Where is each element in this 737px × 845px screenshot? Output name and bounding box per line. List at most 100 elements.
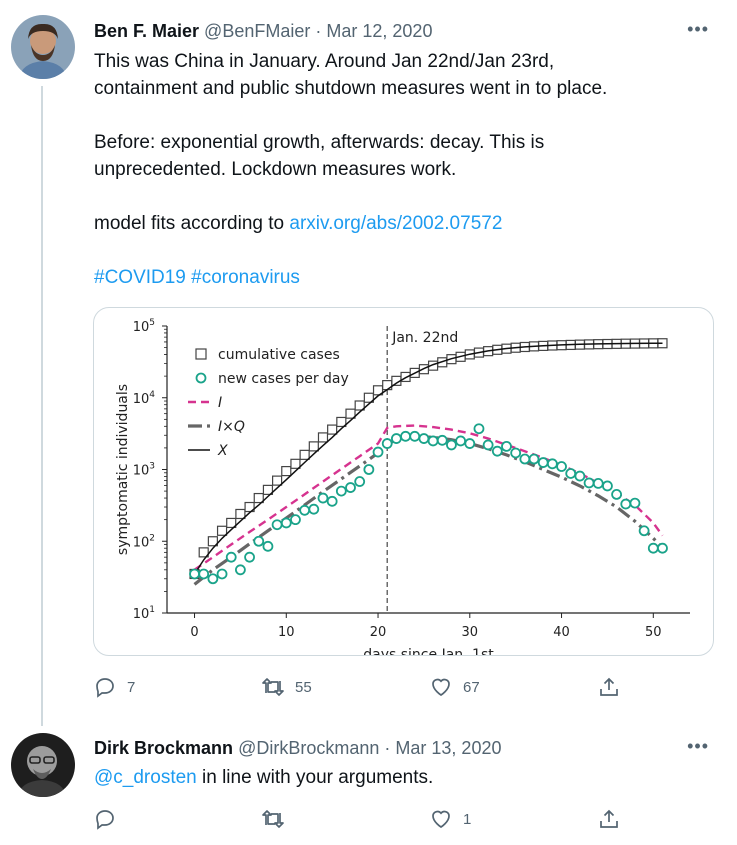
vline-label: Jan. 22nd [391, 330, 458, 346]
new-cases-point [290, 514, 301, 526]
new-cases-point [583, 477, 595, 489]
chart-legend: cumulative cases new cases per day I I×Q X [188, 347, 349, 459]
tweet-text-line: unprecedented. Lockdown measures work. [94, 159, 457, 180]
new-cases-point [537, 457, 549, 468]
y-tick-label: 103 [133, 462, 155, 479]
new-cases-point [592, 478, 604, 489]
x-tick-label: 10 [278, 625, 295, 640]
new-cases-point [602, 480, 613, 492]
chart-marks [189, 338, 668, 586]
new-cases-point [207, 573, 219, 585]
model-fits-text: model fits according to [94, 213, 290, 234]
new-cases-point [225, 551, 237, 563]
cumulative-cases-point [345, 408, 356, 419]
tweet-actions: 1 [93, 807, 633, 831]
like-count: 1 [463, 810, 472, 828]
new-cases-point [244, 551, 255, 563]
avatar-ben-maier[interactable] [11, 15, 75, 79]
new-cases-point [409, 430, 421, 442]
new-cases-point [620, 498, 632, 510]
new-cases-point [473, 423, 485, 435]
share-button[interactable] [597, 807, 631, 831]
cumulative-cases-point [272, 475, 283, 486]
y-tick-exponent: 5 [149, 318, 155, 328]
new-cases-point [390, 433, 402, 444]
new-cases-point [308, 503, 320, 515]
reply-count: 7 [127, 678, 136, 696]
cumulative-cases-point [317, 432, 329, 443]
curve-I [193, 424, 664, 571]
cumulative-cases-point [281, 465, 292, 477]
x-tick-label: 50 [645, 625, 662, 640]
chart-svg: 0 10 20 30 40 50 101 102 103 104 105 symptomatic in… [115, 318, 690, 655]
retweet-icon [262, 678, 284, 696]
user-handle[interactable]: @BenFMaier [204, 21, 311, 41]
tweet-media-chart[interactable]: 0 10 20 30 40 50 101 102 103 104 105 symptomatic in… [93, 307, 714, 656]
new-cases-point [198, 568, 210, 580]
cumulative-cases-point [290, 458, 301, 469]
new-cases-point [381, 438, 393, 449]
share-icon [600, 677, 618, 696]
retweet-button[interactable] [261, 807, 429, 831]
y-axis-label: symptomatic individuals [115, 384, 131, 555]
new-cases-point [565, 468, 577, 479]
tweet-header: Dirk Brockmann @DirkBrockmann · Mar 13, … [94, 738, 501, 759]
tweet-date[interactable]: Mar 12, 2020 [326, 21, 433, 41]
cumulative-cases-point [216, 525, 228, 536]
display-name[interactable]: Ben F. Maier [94, 21, 200, 41]
user-handle[interactable]: @DirkBrockmann [238, 738, 380, 758]
new-cases-point [216, 568, 228, 580]
new-cases-point [647, 542, 659, 554]
new-cases-point [455, 435, 467, 447]
new-cases-point [354, 476, 366, 487]
new-cases-point [326, 495, 338, 507]
share-button[interactable] [597, 675, 631, 699]
new-cases-point [629, 497, 641, 509]
arxiv-link[interactable]: arxiv.org/abs/2002.07572 [289, 213, 503, 234]
new-cases-point [528, 453, 540, 465]
new-cases-point [482, 439, 494, 451]
cumulative-cases-point [299, 449, 310, 460]
new-cases-point [657, 542, 668, 554]
new-cases-point [510, 447, 522, 459]
avatar-dirk-brockmann[interactable] [11, 733, 75, 797]
display-name[interactable]: Dirk Brockmann [94, 738, 234, 758]
cumulative-cases-point [354, 400, 365, 411]
like-button[interactable]: 1 [429, 807, 597, 831]
hashtag-covid19[interactable]: #COVID19 [94, 267, 186, 288]
x-tick-label: 0 [190, 625, 198, 640]
separator: · [315, 21, 322, 41]
tweet-date[interactable]: Mar 13, 2020 [395, 738, 502, 758]
more-icon[interactable]: ••• [687, 736, 709, 756]
tweet-actions: 7 55 67 [93, 675, 633, 699]
reply-icon [96, 810, 114, 830]
hashtags: #COVID19 #coronavirus [94, 264, 607, 291]
new-cases-point [400, 430, 411, 442]
reply-button[interactable] [93, 807, 261, 831]
mention-c-drosten[interactable]: @c_drosten [94, 767, 197, 788]
legend-label-IxQ: I×Q [218, 419, 245, 435]
hashtag-coronavirus[interactable]: #coronavirus [191, 267, 300, 288]
new-cases-point [317, 492, 329, 504]
legend-swatch-new-cases-per-day [195, 372, 207, 384]
new-cases-point [446, 439, 457, 451]
thread-line [41, 86, 43, 726]
tweet-text-line: containment and public shutdown measures… [94, 78, 608, 99]
new-cases-point [271, 519, 283, 531]
reply-button[interactable]: 7 [93, 675, 261, 699]
new-cases-point [491, 445, 503, 457]
reply-text: in line with your arguments. [196, 767, 434, 788]
retweet-button[interactable]: 55 [261, 675, 429, 699]
curve-X [193, 342, 663, 575]
tweet-text: This was China in January. Around Jan 22… [94, 48, 607, 291]
new-cases-point [345, 482, 356, 493]
y-tick-exponent: 4 [149, 390, 155, 400]
y-tick-exponent: 2 [149, 533, 155, 543]
new-cases-point [638, 525, 650, 537]
new-cases-point [574, 470, 586, 482]
like-count: 67 [463, 678, 480, 696]
more-icon[interactable]: ••• [687, 19, 709, 39]
new-cases-point [519, 453, 531, 465]
new-cases-point [363, 464, 375, 475]
like-button[interactable]: 67 [429, 675, 597, 699]
